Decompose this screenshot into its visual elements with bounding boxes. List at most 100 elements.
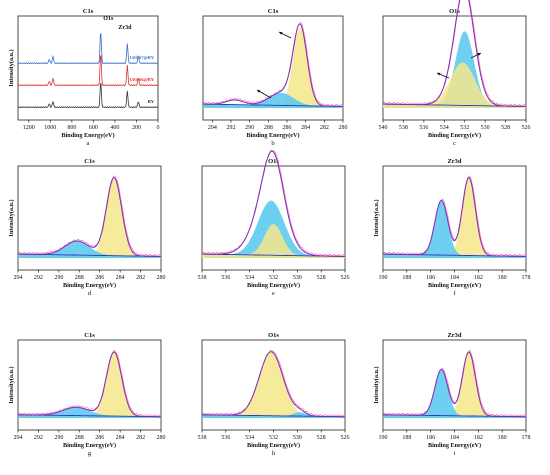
envelope-line <box>18 176 161 257</box>
raw-data-line <box>202 149 346 257</box>
envelope-line <box>202 150 345 257</box>
y-axis-label: Intensity(a.u.) <box>373 366 380 403</box>
fit-component <box>202 351 345 418</box>
plot-frame-d <box>17 165 162 271</box>
fit-component <box>203 27 343 108</box>
panel-title: C1s <box>84 332 95 339</box>
x-tick-label: 290 <box>54 275 63 281</box>
panel-d: 294 292 290 288 286 284 282 280 Binding Energy(e… <box>8 158 166 297</box>
x-axis-label: Binding Energy(eV) <box>428 132 481 139</box>
x-tick-label: 536 <box>221 435 230 441</box>
x-axis-label: Binding Energy(eV) <box>61 132 114 139</box>
panel-title: C1s <box>84 158 95 165</box>
x-tick-label: 182 <box>474 435 483 441</box>
x-tick-label: 528 <box>501 125 510 131</box>
panel-e: 538 536 534 532 530 528 526 Binding Energy(eV) O… <box>198 149 350 297</box>
panel-c: 540 538 536 534 532 530 528 526 Binding Energy(e… <box>379 0 531 147</box>
x-tick-label: 284 <box>116 435 125 441</box>
fit-component <box>383 369 526 418</box>
x-tick-label: 178 <box>522 275 531 281</box>
x-tick-label: 286 <box>283 125 292 131</box>
x-tick-label: 290 <box>245 125 254 131</box>
x-tick-label: 1200 <box>23 125 35 131</box>
x-tick-label: 180 <box>498 435 507 441</box>
series-label: BY <box>148 99 155 104</box>
x-tick-label: 536 <box>221 275 230 281</box>
fit-component <box>18 352 161 418</box>
fit-component <box>383 31 526 108</box>
panel-title: O1s <box>268 332 279 339</box>
x-tick-label: 280 <box>157 275 166 281</box>
fit-component <box>203 92 343 108</box>
y-axis-label: Intensity(a.u.) <box>8 366 15 403</box>
x-tick-label: 532 <box>269 275 278 281</box>
plot-frame-c <box>382 15 527 121</box>
y-axis-label: Intensity(a.u.) <box>373 199 380 236</box>
raw-data-line <box>202 349 346 417</box>
panel-f: 190 188 186 184 182 180 178 Binding Energy(eV) I… <box>373 158 531 297</box>
envelope-line <box>383 176 526 257</box>
x-axis-label: Binding Energy(eV) <box>63 282 116 289</box>
x-tick-label: 182 <box>474 275 483 281</box>
x-tick-label: 190 <box>379 435 388 441</box>
x-tick-label: 284 <box>116 275 125 281</box>
x-tick-label: 1000 <box>44 125 56 131</box>
x-tick-label: 288 <box>264 125 273 131</box>
panel-sublabel: e <box>272 290 275 297</box>
raw-data-line <box>383 175 527 257</box>
x-tick-label: 526 <box>341 275 350 281</box>
plot-frame-g <box>17 339 162 431</box>
x-tick-label: 526 <box>341 435 350 441</box>
fit-component <box>18 177 161 258</box>
x-tick-label: 286 <box>95 275 104 281</box>
background-line <box>203 103 343 107</box>
fit-component <box>18 241 161 258</box>
annotation-o1s: O1s <box>103 16 114 22</box>
envelope-line <box>202 351 345 418</box>
panel-sublabel: h <box>272 450 276 457</box>
x-tick-label: 282 <box>136 435 145 441</box>
x-tick-label: 538 <box>198 435 207 441</box>
panel-sublabel: b <box>271 140 274 147</box>
y-axis-label: Intensity(a.u.) <box>8 199 15 236</box>
raw-data-line <box>18 175 162 257</box>
x-tick-label: 532 <box>269 435 278 441</box>
panel-sublabel: g <box>88 450 92 457</box>
x-tick-label: 188 <box>402 435 411 441</box>
fit-component <box>383 177 526 258</box>
fit-component <box>383 200 526 258</box>
panel-sublabel: c <box>453 140 456 147</box>
annotation-zr3d: Zr3d <box>118 25 132 31</box>
fit-component <box>383 62 526 108</box>
panel-sublabel: a <box>87 140 90 147</box>
x-tick-label: 534 <box>440 125 449 131</box>
x-tick-label: 286 <box>95 435 104 441</box>
fit-component <box>383 352 526 418</box>
x-tick-label: 292 <box>34 435 43 441</box>
arrow-2-head <box>257 90 261 93</box>
x-tick-label: 288 <box>75 275 84 281</box>
panel-a: 0 200 400 600 800 1000 1200 Binding Energy(eV) I… <box>8 8 160 147</box>
x-tick-label: 530 <box>293 435 302 441</box>
x-axis-label: Binding Energy(eV) <box>428 442 481 449</box>
x-tick-label: 288 <box>75 435 84 441</box>
y-axis-label: Intensity(a.u.) <box>8 49 15 86</box>
series-line-UiO-67@BY <box>17 33 159 65</box>
x-tick-label: 400 <box>110 125 119 131</box>
x-tick-label: 282 <box>320 125 329 131</box>
x-tick-label: 528 <box>317 435 326 441</box>
x-tick-label: 534 <box>245 275 254 281</box>
panel-h: 538 536 534 532 530 528 526 Binding Energy(eV) O… <box>198 332 350 457</box>
plot-frame-a <box>17 15 159 121</box>
series-line-BY <box>17 82 159 109</box>
x-tick-label: 178 <box>522 435 531 441</box>
x-tick-label: 538 <box>198 275 207 281</box>
x-axis-label: Binding Energy(eV) <box>428 282 481 289</box>
series-line-UiO-66@BY <box>17 55 159 87</box>
x-tick-label: 284 <box>301 125 310 131</box>
x-tick-label: 526 <box>522 125 531 131</box>
x-tick-label: 534 <box>245 435 254 441</box>
envelope-line <box>383 0 526 107</box>
series-label: UiO-67@BY <box>130 55 155 60</box>
